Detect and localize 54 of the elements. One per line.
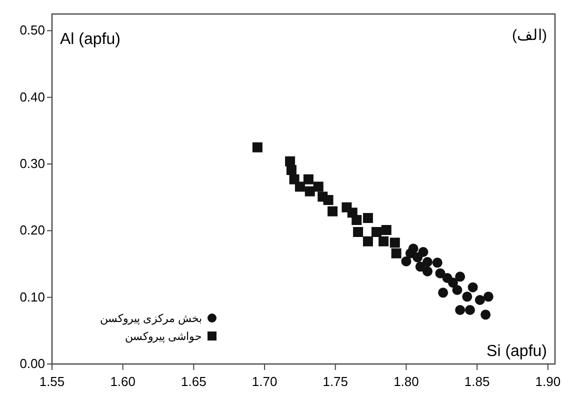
point bbox=[483, 292, 494, 302]
point bbox=[432, 258, 442, 268]
point bbox=[328, 206, 338, 216]
point bbox=[452, 285, 462, 295]
point bbox=[303, 174, 314, 184]
point bbox=[480, 310, 491, 320]
point bbox=[422, 257, 432, 267]
point bbox=[353, 227, 364, 237]
x-tick-label: 1.65 bbox=[181, 374, 206, 389]
point bbox=[378, 236, 389, 246]
point bbox=[362, 213, 373, 223]
point bbox=[448, 278, 458, 288]
y-tick-label: 0.50 bbox=[20, 22, 45, 38]
y-tick-label: 0.40 bbox=[20, 89, 45, 104]
point bbox=[313, 182, 324, 192]
point bbox=[408, 244, 418, 254]
point bbox=[415, 262, 426, 272]
x-tick-label: 1.90 bbox=[535, 374, 561, 389]
point bbox=[438, 288, 448, 298]
point bbox=[474, 295, 485, 305]
point bbox=[435, 268, 446, 278]
x-tick-label: 1.70 bbox=[252, 374, 278, 389]
x-axis-title: Si (apfu) bbox=[486, 343, 547, 360]
point bbox=[464, 305, 475, 315]
point bbox=[304, 186, 315, 196]
point bbox=[468, 282, 478, 292]
x-tick-label: 1.85 bbox=[464, 374, 490, 389]
point bbox=[323, 195, 334, 205]
point bbox=[418, 247, 428, 257]
y-tick-label: 0.20 bbox=[20, 222, 45, 238]
point bbox=[462, 292, 472, 302]
point bbox=[401, 256, 412, 266]
x-tick-label: 1.75 bbox=[322, 374, 348, 389]
x-tick-label: 1.55 bbox=[39, 374, 65, 389]
point bbox=[294, 182, 305, 192]
y-axis-title: Al (apfu) bbox=[60, 31, 120, 48]
legend-label: حواشی پیروکسن bbox=[124, 331, 202, 343]
y-tick-label: 0.30 bbox=[20, 156, 45, 171]
point bbox=[381, 225, 392, 235]
x-tick-label: 1.60 bbox=[110, 374, 136, 389]
point bbox=[352, 215, 362, 225]
point bbox=[455, 305, 466, 315]
point bbox=[362, 236, 373, 246]
y-tick-label: 0.00 bbox=[20, 356, 45, 371]
point bbox=[371, 227, 382, 237]
point bbox=[390, 238, 400, 248]
point bbox=[391, 248, 402, 258]
legend-label: بخش مرکزی پیروکسن bbox=[100, 313, 202, 325]
point bbox=[455, 272, 466, 282]
x-tick-label: 1.80 bbox=[394, 374, 419, 389]
annotation: (الف) bbox=[512, 27, 547, 44]
point bbox=[422, 266, 432, 276]
y-tick-label: 0.10 bbox=[20, 289, 45, 304]
point bbox=[252, 142, 262, 152]
